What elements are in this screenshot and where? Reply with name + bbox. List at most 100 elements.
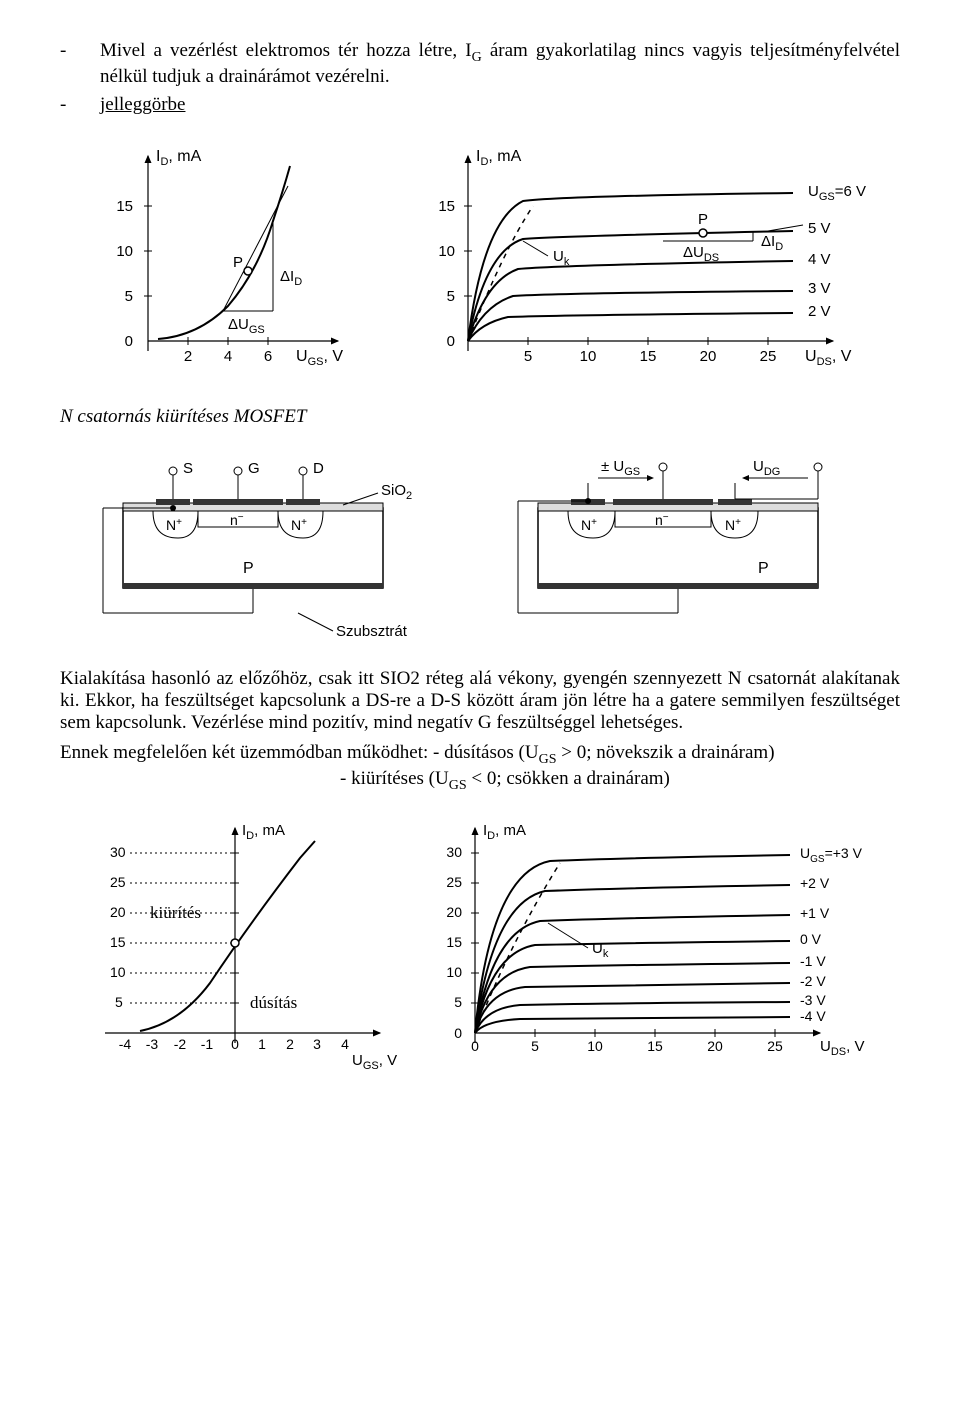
svg-text:20: 20 — [699, 348, 716, 365]
svg-text:25: 25 — [446, 874, 462, 890]
svg-text:UDS, V: UDS, V — [805, 348, 852, 368]
svg-text:-2 V: -2 V — [800, 973, 826, 989]
svg-text:15: 15 — [116, 198, 133, 215]
svg-text:dúsítás: dúsítás — [250, 993, 297, 1012]
svg-text:ID, mA: ID, mA — [476, 148, 522, 168]
svg-text:ΔID: ΔID — [761, 233, 783, 253]
mosfet-left: S G D N+ n− N+ P — [78, 453, 448, 643]
svg-text:G: G — [248, 460, 260, 477]
svg-text:10: 10 — [438, 243, 455, 260]
chart-output-2: 0 5 10 15 20 25 30 0 5 10 15 20 25 ID, m… — [420, 813, 890, 1073]
svg-text:UGS=6 V: UGS=6 V — [808, 183, 866, 203]
svg-text:5: 5 — [124, 288, 132, 305]
mosfet-right: N+ n− N+ P ± UGS UDG — [483, 453, 883, 643]
svg-text:P: P — [233, 254, 243, 271]
svg-text:5 V: 5 V — [808, 220, 831, 237]
svg-text:-4: -4 — [119, 1036, 132, 1052]
svg-text:0: 0 — [446, 333, 454, 350]
svg-text:ID, mA: ID, mA — [156, 148, 202, 168]
svg-text:kiürítés: kiürítés — [150, 903, 201, 922]
bullet-2: - jelleggörbe — [60, 94, 900, 116]
paragraph-2: Ennek megfelelően két üzemmódban működhe… — [60, 742, 900, 794]
svg-text:0: 0 — [231, 1036, 239, 1052]
svg-text:2: 2 — [286, 1036, 294, 1052]
svg-text:1: 1 — [258, 1036, 266, 1052]
section-title: N csatornás kiürítéses MOSFET — [60, 406, 900, 428]
svg-text:P: P — [698, 211, 708, 228]
svg-text:Szubsztrát: Szubsztrát — [336, 623, 408, 640]
svg-text:20: 20 — [446, 904, 462, 920]
svg-text:P: P — [758, 560, 769, 577]
svg-text:P: P — [243, 560, 254, 577]
svg-text:ID, mA: ID, mA — [483, 822, 526, 842]
figure-row-2: 5 10 15 20 25 30 -4 -3 -2 -1 0 1 2 3 4 I… — [60, 813, 900, 1073]
bullet-dash: - — [60, 94, 100, 116]
svg-text:SiO2: SiO2 — [381, 482, 412, 502]
svg-text:15: 15 — [438, 198, 455, 215]
svg-text:UGS, V: UGS, V — [352, 1052, 397, 1072]
svg-text:+2 V: +2 V — [800, 875, 830, 891]
svg-text:3 V: 3 V — [808, 280, 831, 297]
svg-text:5: 5 — [454, 994, 462, 1010]
svg-text:10: 10 — [110, 964, 126, 980]
svg-text:20: 20 — [707, 1038, 723, 1054]
svg-text:2: 2 — [183, 348, 191, 365]
bullet-1-text: Mivel a vezérlést elektromos tér hozza l… — [100, 40, 900, 88]
svg-text:-3 V: -3 V — [800, 992, 826, 1008]
bullet-2-text: jelleggörbe — [100, 94, 185, 116]
svg-text:D: D — [313, 460, 324, 477]
svg-text:-1: -1 — [201, 1036, 214, 1052]
svg-text:ID, mA: ID, mA — [242, 822, 285, 842]
svg-text:10: 10 — [587, 1038, 603, 1054]
svg-text:-2: -2 — [174, 1036, 187, 1052]
svg-text:S: S — [183, 460, 193, 477]
svg-text:0: 0 — [471, 1038, 479, 1054]
svg-text:Uk: Uk — [553, 248, 570, 268]
chart-transfer-2: 5 10 15 20 25 30 -4 -3 -2 -1 0 1 2 3 4 I… — [70, 813, 400, 1073]
svg-text:N+: N+ — [581, 517, 597, 533]
svg-text:UDS, V: UDS, V — [820, 1038, 864, 1058]
svg-text:5: 5 — [531, 1038, 539, 1054]
svg-text:± UGS: ± UGS — [601, 458, 640, 478]
svg-text:UGS, V: UGS, V — [296, 348, 343, 368]
svg-text:15: 15 — [110, 934, 126, 950]
svg-text:5: 5 — [115, 994, 123, 1010]
svg-text:UDG: UDG — [753, 458, 780, 478]
svg-text:N+: N+ — [291, 517, 307, 533]
svg-text:10: 10 — [116, 243, 133, 260]
svg-text:0: 0 — [454, 1025, 462, 1041]
svg-text:10: 10 — [446, 964, 462, 980]
svg-text:4 V: 4 V — [808, 251, 831, 268]
svg-text:0 V: 0 V — [800, 931, 822, 947]
svg-text:5: 5 — [446, 288, 454, 305]
svg-text:-1 V: -1 V — [800, 953, 826, 969]
svg-text:25: 25 — [110, 874, 126, 890]
svg-text:15: 15 — [647, 1038, 663, 1054]
svg-text:15: 15 — [639, 348, 656, 365]
svg-text:15: 15 — [446, 934, 462, 950]
chart-output-1: 0 5 10 15 5 10 15 20 25 ID, mA UDS, V UG… — [413, 141, 883, 381]
svg-text:N+: N+ — [166, 517, 182, 533]
svg-text:5: 5 — [523, 348, 531, 365]
svg-text:6: 6 — [263, 348, 271, 365]
svg-text:N+: N+ — [725, 517, 741, 533]
svg-text:UGS=+3 V: UGS=+3 V — [800, 845, 863, 865]
svg-text:30: 30 — [110, 844, 126, 860]
svg-text:0: 0 — [124, 333, 132, 350]
bullet-1: - Mivel a vezérlést elektromos tér hozza… — [60, 40, 900, 88]
paragraph-1: Kialakítása hasonló az előzőhöz, csak it… — [60, 668, 900, 734]
svg-text:ΔUDS: ΔUDS — [683, 244, 719, 264]
svg-text:-3: -3 — [146, 1036, 159, 1052]
svg-text:+1 V: +1 V — [800, 905, 830, 921]
svg-text:4: 4 — [223, 348, 231, 365]
svg-text:ΔID: ΔID — [280, 268, 302, 288]
svg-text:ΔUGS: ΔUGS — [228, 316, 265, 336]
svg-text:-4 V: -4 V — [800, 1008, 826, 1024]
svg-text:2 V: 2 V — [808, 303, 831, 320]
svg-text:30: 30 — [446, 844, 462, 860]
figure-row-mosfet: S G D N+ n− N+ P — [60, 453, 900, 643]
svg-text:10: 10 — [579, 348, 596, 365]
bullet-dash: - — [60, 40, 100, 62]
svg-text:25: 25 — [767, 1038, 783, 1054]
figure-row-1: 0 5 10 15 2 4 6 ID, mA UGS, V P ΔID ΔUGS — [60, 141, 900, 381]
